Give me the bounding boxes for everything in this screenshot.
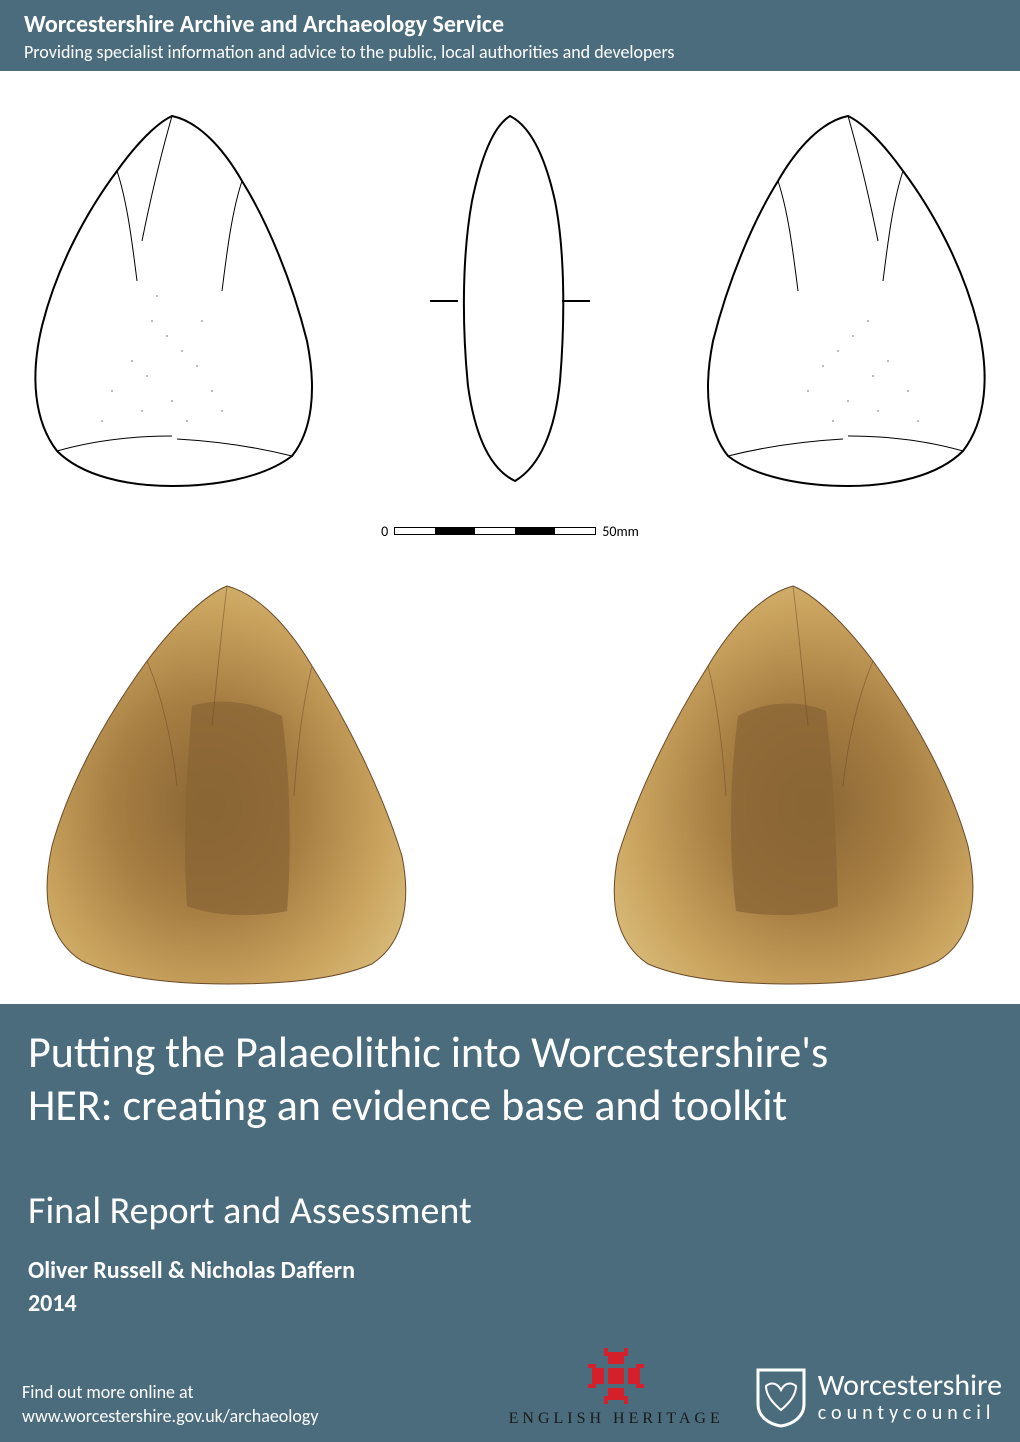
- scale-bar: 0 50mm: [12, 511, 1008, 551]
- service-subtitle: Providing specialist information and adv…: [24, 41, 996, 63]
- report-subtitle: Final Report and Assessment: [28, 1188, 992, 1234]
- figure-area: 0 50mm: [0, 71, 1020, 993]
- find-more-url: www.worcestershire.gov.uk/archaeology: [22, 1405, 319, 1427]
- footer-row: Find out more online at www.worcestershi…: [0, 1348, 1020, 1428]
- scale-max: 50mm: [602, 523, 639, 540]
- worc-line1: Worcestershire: [818, 1371, 1002, 1401]
- header-band: Worcestershire Archive and Archaeology S…: [0, 0, 1020, 71]
- english-heritage-icon: [588, 1348, 644, 1404]
- line-drawing-row: [12, 91, 1008, 501]
- scale-segments: [394, 527, 596, 535]
- english-heritage-logo: ENGLISH HERITAGE: [509, 1348, 724, 1428]
- handaxe-drawing-left: [12, 101, 332, 491]
- report-title: Putting the Palaeolithic into Worcesters…: [28, 1026, 992, 1132]
- worcestershire-text: Worcestershire countycouncil: [818, 1371, 1002, 1423]
- worcestershire-shield-icon: [754, 1366, 808, 1428]
- find-more-text: Find out more online at www.worcestershi…: [22, 1381, 319, 1428]
- scale-zero: 0: [381, 523, 388, 540]
- title-band: Putting the Palaeolithic into Worcesters…: [0, 1004, 1020, 1442]
- worcestershire-logo: Worcestershire countycouncil: [754, 1366, 1002, 1428]
- handaxe-drawing-right: [688, 101, 1008, 491]
- title-line-1: Putting the Palaeolithic into Worcesters…: [28, 1025, 828, 1079]
- worc-line2: countycouncil: [818, 1403, 1002, 1423]
- year: 2014: [28, 1289, 992, 1318]
- title-line-2: HER: creating an evidence base and toolk…: [28, 1078, 787, 1132]
- find-more-line1: Find out more online at: [22, 1381, 194, 1403]
- handaxe-drawing-profile: [420, 101, 600, 491]
- photo-row: [12, 561, 1008, 991]
- handaxe-photo-left: [12, 566, 442, 986]
- service-title: Worcestershire Archive and Archaeology S…: [24, 10, 996, 39]
- english-heritage-label: ENGLISH HERITAGE: [509, 1410, 724, 1428]
- logo-group: ENGLISH HERITAGE Worcestershire countyco…: [509, 1348, 1002, 1428]
- authors: Oliver Russell & Nicholas Daffern: [28, 1256, 992, 1285]
- handaxe-photo-right: [578, 566, 1008, 986]
